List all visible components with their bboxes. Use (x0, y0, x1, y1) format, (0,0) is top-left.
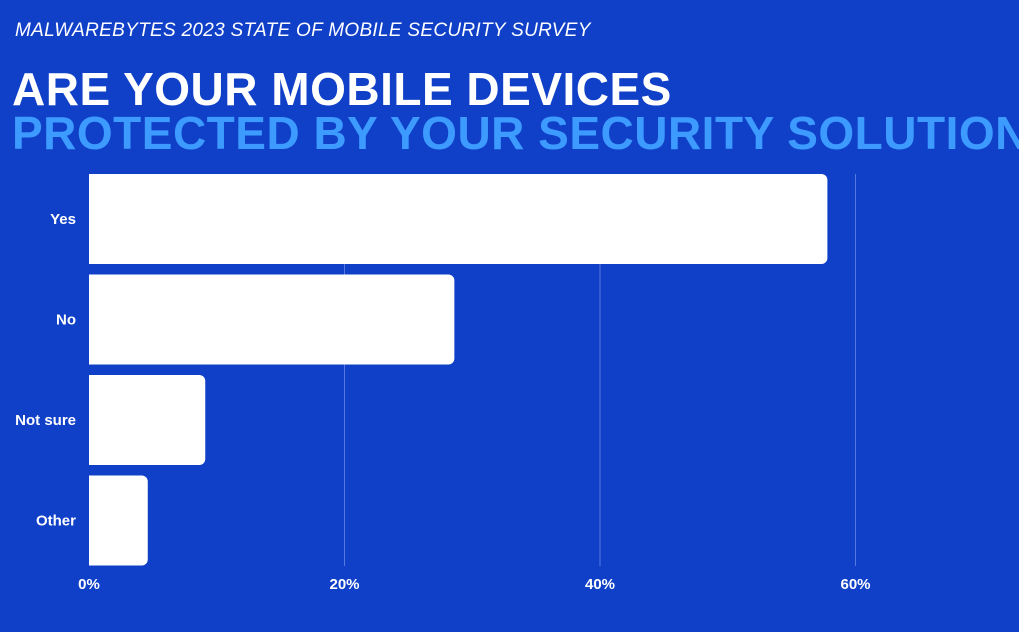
axis-mask (81, 170, 89, 570)
chart-title-line2: PROTECTED BY YOUR SECURITY SOLUTION? (12, 107, 1019, 159)
x-tick-label: 0% (78, 576, 100, 593)
category-label: No (56, 312, 76, 329)
bar-no (83, 274, 455, 365)
bar-yes (83, 174, 828, 264)
bar-not-sure (83, 375, 206, 465)
chart-title-line1: ARE YOUR MOBILE DEVICES (12, 63, 672, 115)
x-tick-label: 60% (840, 576, 870, 593)
category-label: Yes (50, 211, 76, 228)
bar-other (83, 475, 148, 566)
chart-subtitle: MALWAREBYTES 2023 STATE OF MOBILE SECURI… (15, 20, 591, 41)
x-tick-label: 20% (329, 576, 359, 593)
x-tick-label: 40% (585, 576, 615, 593)
category-label: Other (36, 513, 76, 530)
category-label: Not sure (15, 412, 76, 429)
